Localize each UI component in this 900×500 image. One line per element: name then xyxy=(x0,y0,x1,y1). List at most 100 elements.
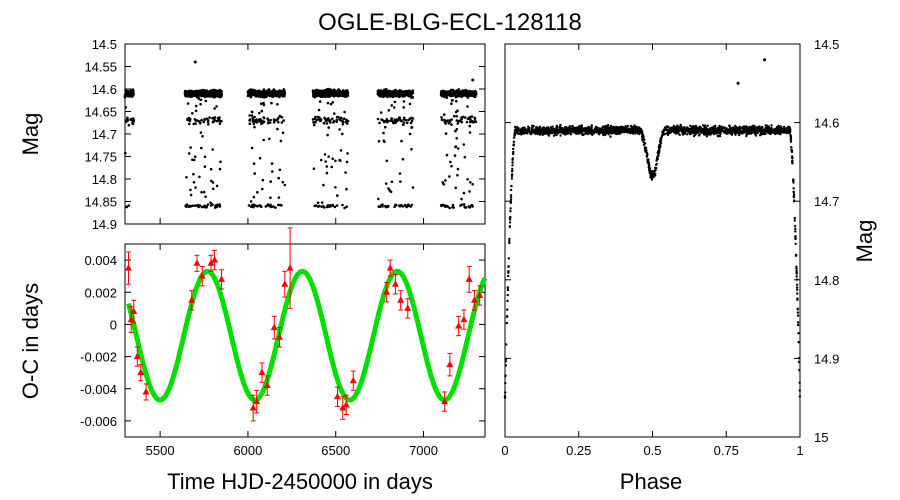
lightcurve-point xyxy=(254,93,258,96)
phased-point xyxy=(593,129,596,132)
lightcurve-point xyxy=(127,204,130,207)
phased-point xyxy=(677,125,680,128)
lightcurve-point xyxy=(343,206,346,210)
lightcurve-point xyxy=(124,106,128,109)
phased-point xyxy=(515,127,518,131)
lightcurve-point xyxy=(377,139,381,143)
lightcurve-point xyxy=(448,206,452,210)
lightcurve-point xyxy=(460,197,463,201)
phased-point xyxy=(747,130,750,134)
oc-ytick-label: 0.004 xyxy=(84,253,117,268)
lightcurve-point xyxy=(253,172,256,175)
lightcurve-point xyxy=(324,94,328,98)
phased-point xyxy=(761,130,765,133)
lightcurve-ytick-label: 14.9 xyxy=(92,217,117,232)
lightcurve-point xyxy=(255,118,258,121)
lightcurve-point xyxy=(401,123,405,126)
lightcurve-point xyxy=(260,205,263,208)
lightcurve-point xyxy=(453,154,457,157)
lightcurve-point xyxy=(202,120,206,124)
phased-point xyxy=(511,157,514,160)
lightcurve-point xyxy=(335,118,339,122)
phased-point xyxy=(709,131,712,134)
lightcurve-point xyxy=(124,91,128,94)
phased-point xyxy=(623,126,626,130)
lightcurve-point xyxy=(409,121,413,125)
phased-point xyxy=(552,128,555,131)
lightcurve-point xyxy=(333,112,336,115)
lightcurve-point xyxy=(399,180,402,183)
lightcurve-point xyxy=(331,101,335,104)
phased-point xyxy=(792,191,795,194)
phased-point xyxy=(796,314,800,317)
lightcurve-point xyxy=(408,102,412,106)
phased-point xyxy=(534,132,537,136)
phased-point xyxy=(657,154,660,157)
phased-point xyxy=(599,131,602,135)
phased-point xyxy=(675,127,678,131)
lightcurve-point xyxy=(320,201,324,204)
lightcurve-point xyxy=(255,121,259,124)
oc-ytick-label: 0.002 xyxy=(84,285,117,300)
lightcurve-point xyxy=(212,88,216,92)
lightcurve-point xyxy=(209,201,212,204)
lightcurve-point xyxy=(248,93,252,96)
lightcurve-point xyxy=(323,153,327,156)
phased-point xyxy=(566,129,569,132)
lightcurve-point xyxy=(468,131,472,134)
lightcurve-point xyxy=(454,129,457,133)
lightcurve-point xyxy=(278,168,282,172)
lightcurve-point xyxy=(455,137,459,140)
phased-point xyxy=(757,129,761,132)
oc-point xyxy=(397,296,405,303)
lightcurve-point xyxy=(346,122,349,125)
phased-point xyxy=(647,163,651,167)
phased-point xyxy=(765,124,769,127)
phased-point xyxy=(742,131,745,134)
phased-point xyxy=(763,127,766,130)
lightcurve-point xyxy=(252,162,256,165)
lightcurve-point xyxy=(262,88,266,91)
phased-point xyxy=(793,225,797,228)
phased-point xyxy=(717,131,721,135)
oc-xtick-label: 7000 xyxy=(409,443,438,458)
phased-point xyxy=(745,125,748,128)
lightcurve-point xyxy=(446,93,450,96)
phased-point xyxy=(677,128,680,131)
lightcurve-point xyxy=(344,171,347,174)
lightcurve-point xyxy=(318,116,321,119)
phased-point xyxy=(511,167,514,171)
phased-point xyxy=(759,127,763,131)
lightcurve-point xyxy=(410,119,414,123)
lightcurve-point xyxy=(280,121,284,124)
lightcurve-point xyxy=(402,116,406,120)
phased-point xyxy=(790,146,793,149)
phased-point xyxy=(609,135,612,138)
lightcurve-point xyxy=(400,139,403,143)
phased-point xyxy=(775,131,778,134)
phased-point xyxy=(792,181,795,184)
phased-point xyxy=(509,207,512,210)
phased-point xyxy=(795,265,798,268)
phased-point xyxy=(627,128,630,131)
oc-ytick-label: -0.002 xyxy=(80,350,117,365)
lightcurve-point xyxy=(455,99,458,103)
lightcurve-point xyxy=(394,88,397,92)
lightcurve-point xyxy=(346,152,349,155)
lightcurve-point xyxy=(276,127,279,131)
phased-point xyxy=(664,128,667,131)
lightcurve-point xyxy=(210,179,213,183)
lightcurve-point xyxy=(209,204,213,207)
phased-point xyxy=(697,126,701,129)
lightcurve-point xyxy=(408,132,412,136)
lightcurve-point xyxy=(466,105,469,108)
lightcurve-point xyxy=(276,117,280,120)
lightcurve-point xyxy=(323,91,327,94)
phased-point xyxy=(658,143,662,147)
lightcurve-point xyxy=(189,188,192,192)
phased-point xyxy=(793,216,796,220)
lightcurve-point xyxy=(444,179,447,182)
lightcurve-point xyxy=(189,193,193,197)
lightcurve-point xyxy=(462,191,466,195)
lightcurve-point xyxy=(327,126,331,129)
